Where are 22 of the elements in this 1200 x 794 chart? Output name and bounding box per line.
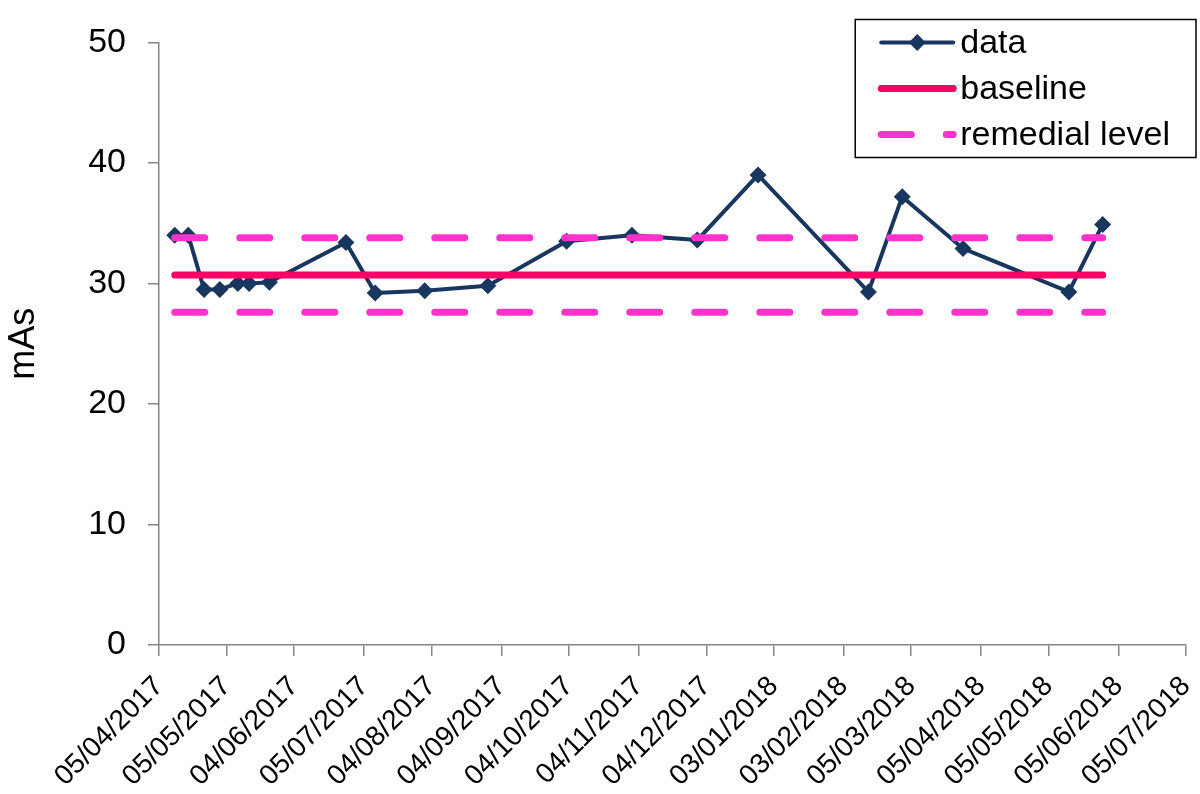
point — [337, 233, 355, 251]
point — [211, 280, 229, 298]
point — [1094, 215, 1112, 233]
y-tick-label: 10 — [88, 502, 126, 541]
point — [893, 188, 911, 206]
legend-label: data — [960, 21, 1027, 60]
y-tick-label: 0 — [107, 623, 126, 662]
y-tick-label: 50 — [88, 20, 126, 59]
y-axis-title: mAs — [0, 307, 42, 380]
y-tick-label: 40 — [88, 141, 126, 180]
point — [195, 280, 213, 298]
point — [749, 166, 767, 184]
point — [416, 282, 434, 300]
y-tick-label: 20 — [88, 382, 126, 421]
y-tick-label: 30 — [88, 261, 126, 300]
legend-label: remedial level — [960, 113, 1170, 152]
point — [366, 284, 384, 302]
point — [954, 239, 972, 257]
point — [479, 277, 497, 295]
point — [1060, 283, 1078, 301]
point — [859, 283, 877, 301]
legend-label: baseline — [960, 67, 1087, 106]
